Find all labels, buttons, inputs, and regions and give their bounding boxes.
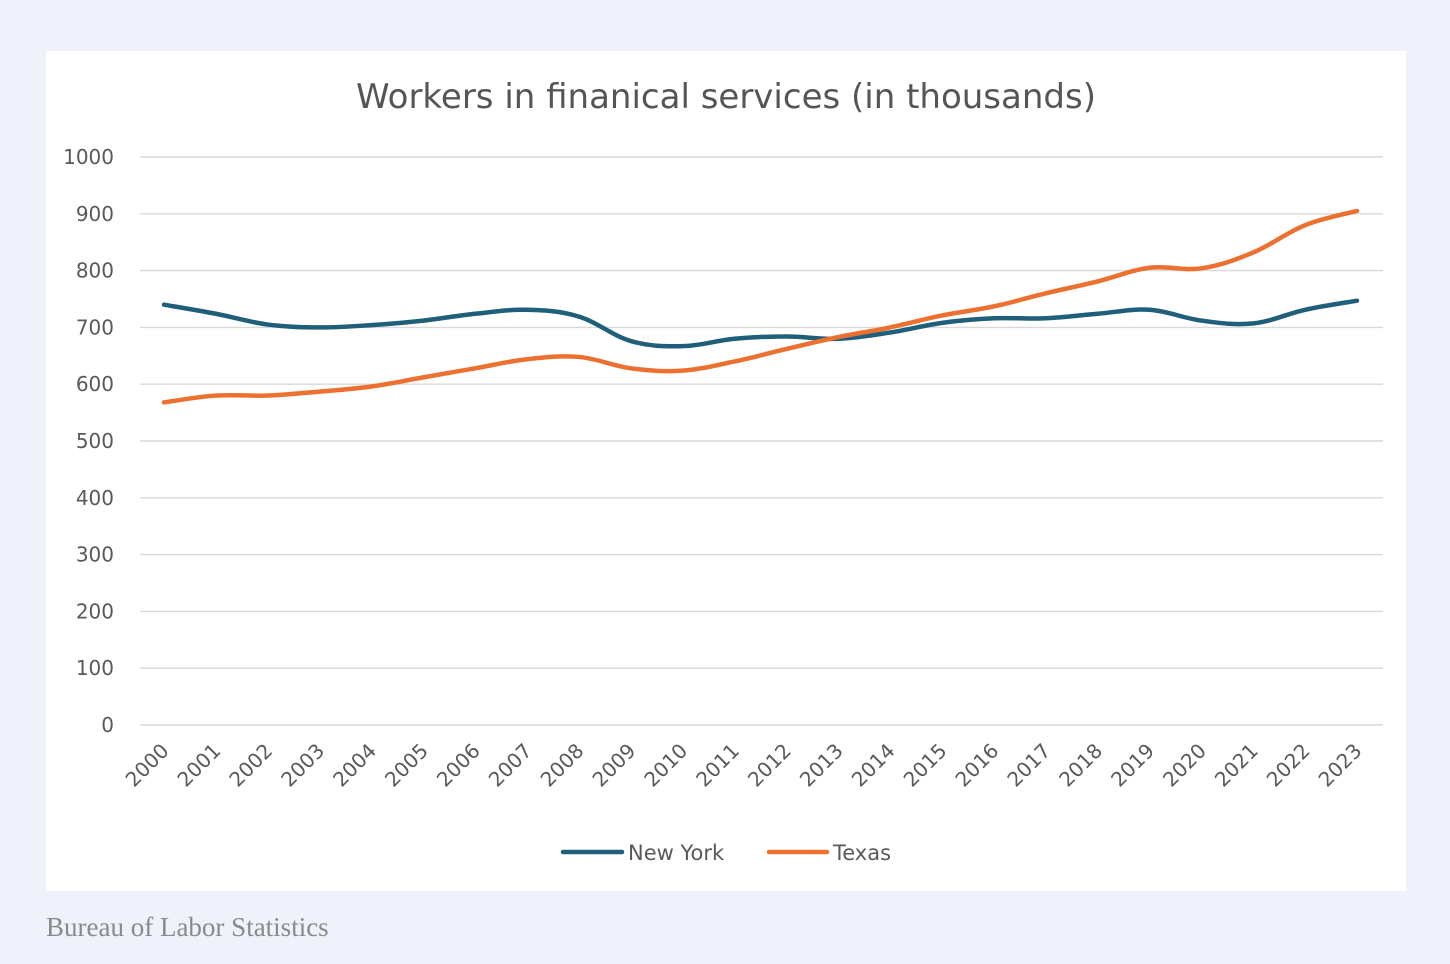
x-tick-label: 2006 <box>432 739 485 792</box>
y-tick-label: 300 <box>76 543 114 567</box>
x-tick-label: 2016 <box>950 739 1003 792</box>
x-tick-label: 2012 <box>743 739 796 792</box>
x-tick-label: 2008 <box>536 739 589 792</box>
y-tick-label: 500 <box>76 429 114 453</box>
x-tick-label: 2014 <box>847 739 900 792</box>
y-tick-label: 1000 <box>63 145 114 169</box>
legend[interactable]: New York Texas <box>560 841 891 865</box>
x-tick-label: 2023 <box>1314 739 1367 792</box>
series-line-new-york <box>161 298 1360 349</box>
y-tick-label: 200 <box>76 599 114 623</box>
x-axis-tick-labels: 2000200120022003200420052006200720082009… <box>121 739 1367 792</box>
x-tick-label: 2020 <box>1158 739 1211 792</box>
y-tick-label: 900 <box>76 202 114 226</box>
x-tick-label: 2002 <box>224 739 277 792</box>
x-tick-label: 2011 <box>691 739 744 792</box>
x-tick-label: 2017 <box>1002 739 1055 792</box>
y-tick-label: 600 <box>76 372 114 396</box>
x-tick-label: 2022 <box>1262 739 1315 792</box>
y-tick-label: 700 <box>76 315 114 339</box>
source-note: Bureau of Labor Statistics <box>46 912 329 942</box>
chart-panel <box>46 51 1406 891</box>
y-axis-tick-labels: 0 100 200 300 400 500 600 700 800 900 1000 <box>63 145 114 737</box>
x-tick-label: 2010 <box>639 739 692 792</box>
gridlines <box>140 156 1383 726</box>
x-tick-label: 2009 <box>587 739 640 792</box>
series-lines <box>161 208 1360 405</box>
x-tick-label: 2000 <box>121 739 174 792</box>
y-tick-label: 0 <box>101 713 114 737</box>
y-tick-label: 400 <box>76 486 114 510</box>
legend-label-new-york[interactable]: New York <box>628 841 725 865</box>
x-tick-label: 2001 <box>172 739 225 792</box>
series-line-texas <box>161 208 1360 405</box>
x-tick-label: 2015 <box>899 739 952 792</box>
x-tick-label: 2013 <box>795 739 848 792</box>
x-tick-label: 2007 <box>484 739 537 792</box>
x-tick-label: 2004 <box>328 739 381 792</box>
x-tick-label: 2018 <box>1054 739 1107 792</box>
chart-title: Workers in finanical services (in thousa… <box>356 77 1096 117</box>
x-tick-label: 2003 <box>276 739 329 792</box>
x-tick-label: 2005 <box>380 739 433 792</box>
legend-label-texas[interactable]: Texas <box>832 841 891 865</box>
x-tick-label: 2019 <box>1106 739 1159 792</box>
x-tick-label: 2021 <box>1210 739 1263 792</box>
y-tick-label: 100 <box>76 656 114 680</box>
y-tick-label: 800 <box>76 259 114 283</box>
